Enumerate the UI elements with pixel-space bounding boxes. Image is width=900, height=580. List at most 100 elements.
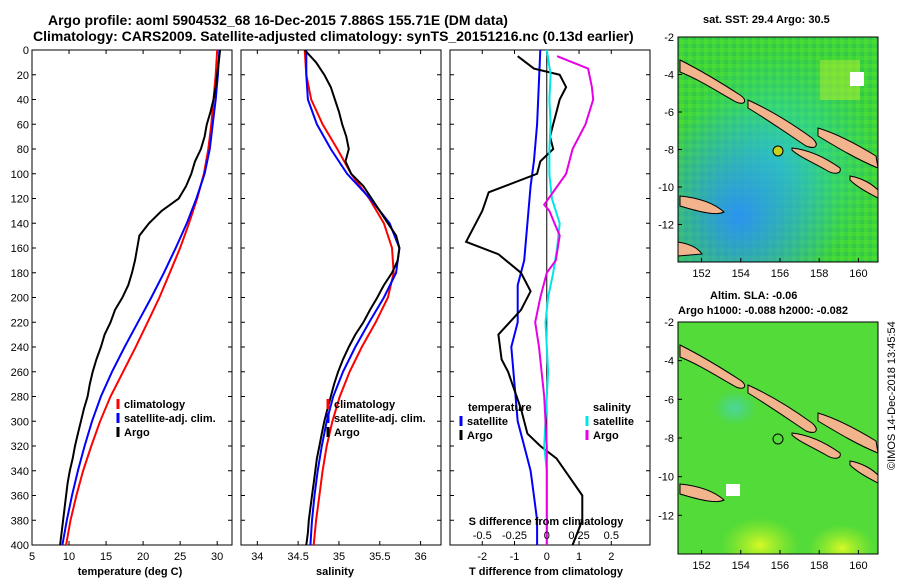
series-line-salinity-panel-0 (303, 49, 395, 546)
depth-tick-label: 140 (11, 218, 29, 230)
x-tick-label: 34 (251, 551, 263, 563)
salinity-diff-tick-label: -0.5 (473, 530, 492, 542)
map-lon-tick-label: 158 (810, 268, 828, 280)
salinity-diff-tick-label: 0 (544, 530, 550, 542)
sla-map-image (678, 322, 878, 554)
depth-tick-label: 400 (11, 540, 29, 552)
map-lon-tick-label: 156 (771, 268, 789, 280)
depth-tick-label: 200 (11, 293, 29, 305)
map-lon-tick-label: 152 (692, 268, 710, 280)
depth-tick-label: 300 (11, 416, 29, 428)
x-tick-label: 15 (100, 551, 112, 563)
depth-tick-label: 0 (23, 45, 29, 57)
depth-tick-label: 20 (17, 70, 29, 82)
depth-tick-label: 100 (11, 169, 29, 181)
series-line-difference-panel-1 (464, 55, 584, 546)
depth-tick-label: 260 (11, 367, 29, 379)
sla-argo-marker (772, 433, 784, 445)
map-lat-tick-label: -10 (658, 472, 674, 484)
salinity-axis-label: salinity (316, 566, 355, 578)
series-line-salinity-panel-1 (305, 50, 401, 546)
map-lat-tick-label: -8 (664, 433, 674, 445)
x-tick-label: 34.5 (287, 551, 308, 563)
map-lat-tick-label: -12 (658, 510, 674, 522)
series-line-salinity-panel-2 (303, 49, 401, 546)
legend-label: satellite-adj. clim. (334, 413, 426, 425)
x-tick-label: 10 (63, 551, 75, 563)
depth-tick-label: 220 (11, 317, 29, 329)
map-lon-tick-label: 152 (692, 560, 710, 572)
x-tick-label: -1 (510, 551, 520, 563)
legend-label: satellite (467, 416, 508, 428)
title-line-1: Argo profile: aoml 5904532_68 16-Dec-201… (48, 12, 508, 28)
sst-map-title: sat. SST: 29.4 Argo: 30.5 (703, 14, 830, 26)
depth-tick-label: 320 (11, 441, 29, 453)
difference-axis-label: T difference from climatology (469, 566, 624, 578)
legend-label: Argo (124, 427, 150, 439)
sst-map-image (678, 37, 878, 262)
x-tick-label: 2 (608, 551, 614, 563)
x-tick-label: 36 (414, 551, 426, 563)
salinity-diff-tick-label: 0.25 (568, 530, 589, 542)
map-lat-tick-label: -4 (664, 356, 674, 368)
x-tick-label: 25 (174, 551, 186, 563)
x-tick-label: 0 (544, 551, 550, 563)
series-line-temperature-panel-0 (65, 49, 219, 546)
map-lat-tick-label: -8 (664, 145, 674, 157)
x-tick-label: 20 (137, 551, 149, 563)
series-line-temperature-panel-1 (61, 49, 221, 546)
map-lat-tick-label: -4 (664, 70, 674, 82)
depth-tick-label: 120 (11, 194, 29, 206)
legend-label: climatology (124, 399, 186, 411)
x-tick-label: 35.5 (369, 551, 390, 563)
salinity-diff-axis-label: S difference from climatology (469, 516, 625, 528)
x-tick-label: 35 (333, 551, 345, 563)
legend-label: Argo (467, 430, 493, 442)
plot-frame-temperature-panel (31, 49, 233, 546)
series-line-temperature-panel-2 (59, 49, 222, 546)
map-lat-tick-label: -2 (664, 317, 674, 329)
temperature-axis-label: temperature (deg C) (78, 566, 183, 578)
depth-tick-label: 240 (11, 342, 29, 354)
salinity-diff-tick-label: 0.5 (604, 530, 619, 542)
map-lat-tick-label: -6 (664, 107, 674, 119)
map-lon-tick-label: 154 (732, 560, 750, 572)
depth-tick-label: 180 (11, 268, 29, 280)
plot-frame-salinity-panel (240, 49, 442, 546)
depth-tick-label: 80 (17, 144, 29, 156)
map-lat-tick-label: -10 (658, 182, 674, 194)
map-lon-tick-label: 158 (810, 560, 828, 572)
salinity-diff-tick-label: -0.25 (502, 530, 527, 542)
series-line-difference-panel-0 (510, 49, 542, 545)
map-lat-tick-label: -12 (658, 220, 674, 232)
x-tick-label: 5 (29, 551, 35, 563)
map-lat-tick-label: -2 (664, 32, 674, 44)
legend-heading-salinity: salinity (593, 402, 632, 414)
legend-label: Argo (593, 430, 619, 442)
series-line-difference-panel-3 (534, 55, 595, 545)
depth-tick-label: 360 (11, 491, 29, 503)
map-lon-tick-label: 154 (732, 268, 750, 280)
map-lon-tick-label: 160 (849, 268, 867, 280)
legend-heading-temperature: temperature (468, 402, 532, 414)
title-line-2: Climatology: CARS2009. Satellite-adjuste… (33, 28, 634, 44)
sla-map-title: Altim. SLA: -0.06 (710, 290, 798, 302)
sst-argo-marker (772, 145, 784, 157)
map-lon-tick-label: 156 (771, 560, 789, 572)
depth-tick-label: 280 (11, 392, 29, 404)
depth-tick-label: 40 (17, 95, 29, 107)
depth-tick-label: 60 (17, 119, 29, 131)
x-tick-label: -2 (477, 551, 487, 563)
x-tick-label: 1 (576, 551, 582, 563)
legend-label: satellite-adj. clim. (124, 413, 216, 425)
depth-tick-label: 340 (11, 466, 29, 478)
sla-map-subtitle: Argo h1000: -0.088 h2000: -0.082 (678, 305, 848, 317)
legend-label: satellite (593, 416, 634, 428)
depth-tick-label: 380 (11, 515, 29, 527)
depth-tick-label: 160 (11, 243, 29, 255)
map-lat-tick-label: -6 (664, 394, 674, 406)
x-tick-label: 30 (211, 551, 223, 563)
legend-label: Argo (334, 427, 360, 439)
legend-label: climatology (334, 399, 396, 411)
